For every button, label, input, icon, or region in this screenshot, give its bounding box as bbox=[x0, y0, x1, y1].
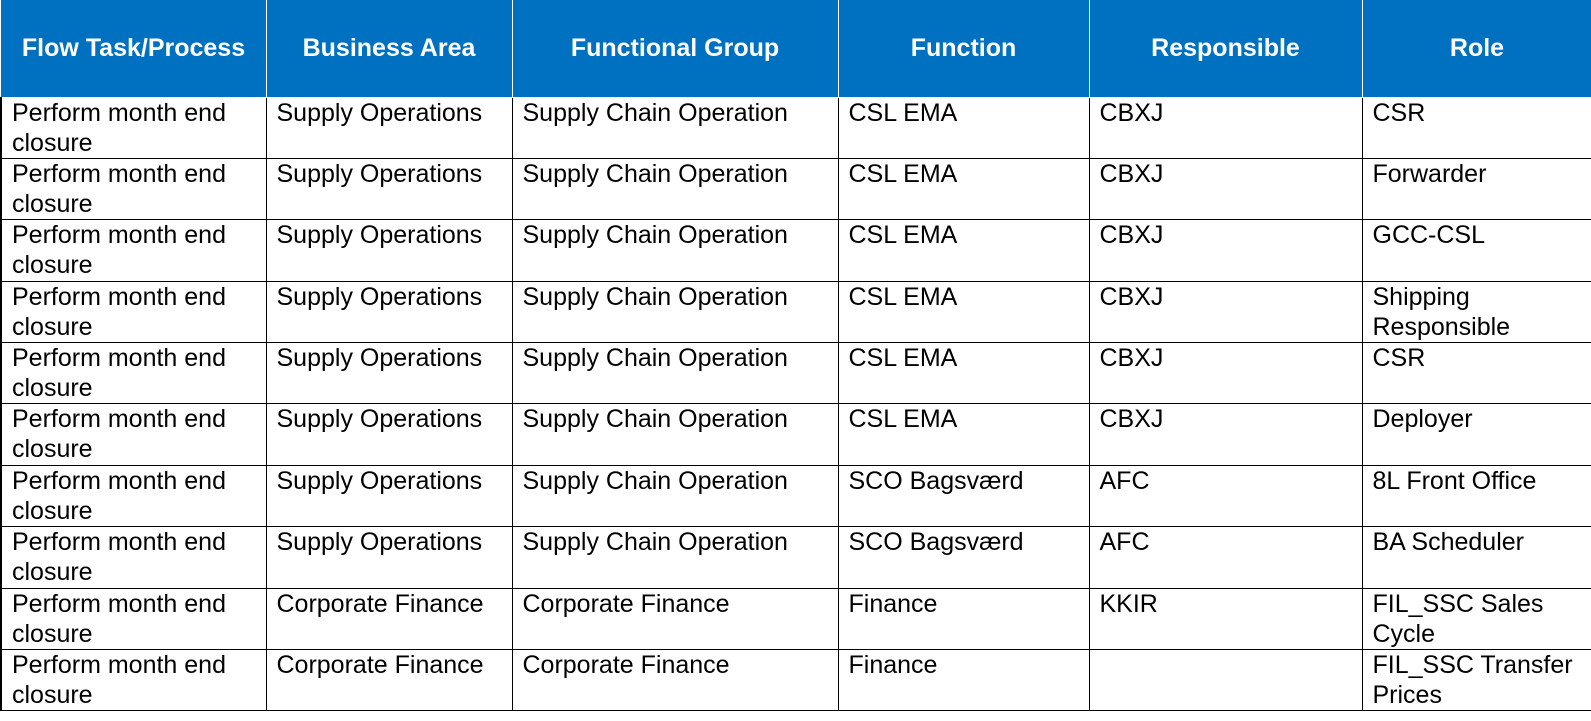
table-row: Perform month end closure Supply Operati… bbox=[0, 96, 1591, 159]
cell-responsible: CBXJ bbox=[1088, 219, 1363, 282]
column-header-function: Function bbox=[837, 0, 1090, 98]
cell-flow-task-process: Perform month end closure bbox=[0, 280, 267, 344]
table-body: Perform month end closure Supply Operati… bbox=[0, 96, 1591, 712]
cell-business-area: Supply Operations bbox=[265, 96, 513, 159]
table-row: Perform month end closure Supply Operati… bbox=[0, 403, 1591, 466]
cell-function: CSL EMA bbox=[837, 280, 1090, 344]
cell-function: Finance bbox=[837, 587, 1090, 651]
cell-functional-group: Corporate Finance bbox=[511, 587, 839, 651]
table-row: Perform month end closure Supply Operati… bbox=[0, 219, 1591, 282]
cell-function: Finance bbox=[837, 649, 1090, 712]
cell-business-area: Supply Operations bbox=[265, 342, 513, 405]
cell-functional-group: Supply Chain Operation bbox=[511, 464, 839, 528]
cell-role: Deployer bbox=[1361, 403, 1591, 466]
table-row: Perform month end closure Supply Operati… bbox=[0, 157, 1591, 221]
cell-function: CSL EMA bbox=[837, 342, 1090, 405]
cell-function: SCO Bagsværd bbox=[837, 526, 1090, 589]
cell-role: FIL_SSC Sales Cycle bbox=[1361, 587, 1591, 651]
cell-functional-group: Supply Chain Operation bbox=[511, 342, 839, 405]
cell-functional-group: Supply Chain Operation bbox=[511, 219, 839, 282]
cell-flow-task-process: Perform month end closure bbox=[0, 587, 267, 651]
table-row: Perform month end closure Corporate Fina… bbox=[0, 649, 1591, 712]
cell-business-area: Supply Operations bbox=[265, 526, 513, 589]
column-header-flow-task-process: Flow Task/Process bbox=[0, 0, 267, 98]
cell-functional-group: Supply Chain Operation bbox=[511, 403, 839, 466]
cell-functional-group: Corporate Finance bbox=[511, 649, 839, 712]
cell-responsible: CBXJ bbox=[1088, 96, 1363, 159]
table-row: Perform month end closure Supply Operati… bbox=[0, 280, 1591, 344]
cell-role: Forwarder bbox=[1361, 157, 1591, 221]
cell-functional-group: Supply Chain Operation bbox=[511, 526, 839, 589]
cell-business-area: Supply Operations bbox=[265, 157, 513, 221]
cell-responsible: AFC bbox=[1088, 526, 1363, 589]
cell-business-area: Corporate Finance bbox=[265, 649, 513, 712]
cell-business-area: Supply Operations bbox=[265, 464, 513, 528]
cell-responsible: KKIR bbox=[1088, 587, 1363, 651]
cell-flow-task-process: Perform month end closure bbox=[0, 157, 267, 221]
cell-role: 8L Front Office bbox=[1361, 464, 1591, 528]
cell-business-area: Corporate Finance bbox=[265, 587, 513, 651]
column-header-functional-group: Functional Group bbox=[511, 0, 839, 98]
cell-role: BA Scheduler bbox=[1361, 526, 1591, 589]
column-header-business-area: Business Area bbox=[265, 0, 513, 98]
header-row: Flow Task/Process Business Area Function… bbox=[0, 0, 1591, 98]
column-header-role: Role bbox=[1361, 0, 1591, 98]
cell-responsible: CBXJ bbox=[1088, 280, 1363, 344]
cell-responsible: CBXJ bbox=[1088, 403, 1363, 466]
cell-role: CSR bbox=[1361, 342, 1591, 405]
cell-flow-task-process: Perform month end closure bbox=[0, 219, 267, 282]
cell-function: CSL EMA bbox=[837, 157, 1090, 221]
cell-responsible: AFC bbox=[1088, 464, 1363, 528]
cell-flow-task-process: Perform month end closure bbox=[0, 342, 267, 405]
cell-functional-group: Supply Chain Operation bbox=[511, 280, 839, 344]
cell-role: FIL_SSC Transfer Prices bbox=[1361, 649, 1591, 712]
table-row: Perform month end closure Supply Operati… bbox=[0, 464, 1591, 528]
cell-responsible: CBXJ bbox=[1088, 342, 1363, 405]
cell-function: CSL EMA bbox=[837, 403, 1090, 466]
cell-function: CSL EMA bbox=[837, 219, 1090, 282]
cell-flow-task-process: Perform month end closure bbox=[0, 649, 267, 712]
cell-functional-group: Supply Chain Operation bbox=[511, 157, 839, 221]
cell-responsible: CBXJ bbox=[1088, 157, 1363, 221]
cell-functional-group: Supply Chain Operation bbox=[511, 96, 839, 159]
table-header: Flow Task/Process Business Area Function… bbox=[0, 0, 1591, 98]
cell-role: Shipping Responsible bbox=[1361, 280, 1591, 344]
cell-role: GCC-CSL bbox=[1361, 219, 1591, 282]
table-row: Perform month end closure Supply Operati… bbox=[0, 526, 1591, 589]
cell-function: SCO Bagsværd bbox=[837, 464, 1090, 528]
cell-responsible bbox=[1088, 649, 1363, 712]
cell-business-area: Supply Operations bbox=[265, 403, 513, 466]
cell-flow-task-process: Perform month end closure bbox=[0, 403, 267, 466]
cell-business-area: Supply Operations bbox=[265, 219, 513, 282]
cell-flow-task-process: Perform month end closure bbox=[0, 526, 267, 589]
cell-business-area: Supply Operations bbox=[265, 280, 513, 344]
table-row: Perform month end closure Corporate Fina… bbox=[0, 587, 1591, 651]
cell-flow-task-process: Perform month end closure bbox=[0, 464, 267, 528]
cell-flow-task-process: Perform month end closure bbox=[0, 96, 267, 159]
column-header-responsible: Responsible bbox=[1088, 0, 1363, 98]
table-row: Perform month end closure Supply Operati… bbox=[0, 342, 1591, 405]
cell-role: CSR bbox=[1361, 96, 1591, 159]
cell-function: CSL EMA bbox=[837, 96, 1090, 159]
